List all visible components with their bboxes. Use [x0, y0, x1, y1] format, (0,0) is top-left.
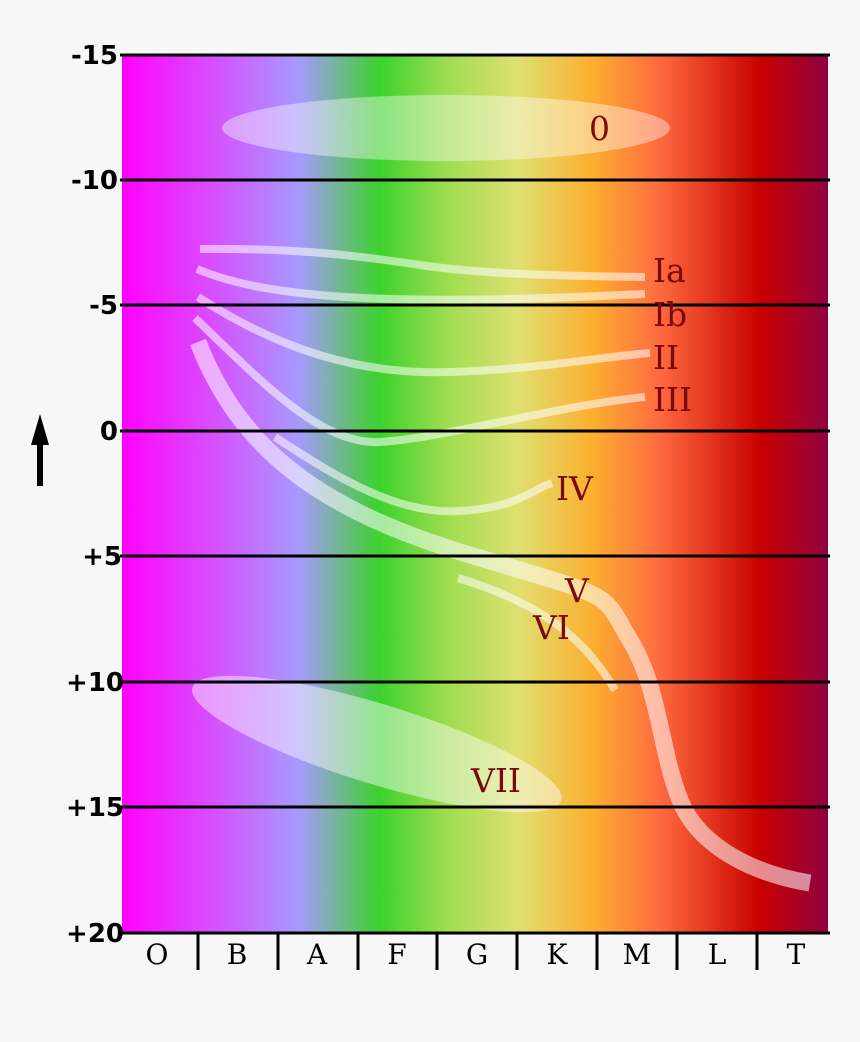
y-tick: +15	[66, 793, 124, 823]
y-tick: -5	[89, 291, 118, 321]
spectral-class-label: F	[387, 938, 406, 971]
x-axis-labels: O B A F G K M L T	[146, 938, 806, 971]
y-tick: -15	[71, 41, 118, 71]
gridlines	[120, 53, 830, 935]
spectrum-background	[122, 55, 828, 933]
curve-ib	[195, 265, 646, 304]
class-label-iv: IV	[556, 469, 594, 508]
spectral-class-label: O	[146, 938, 169, 971]
class-label-0: 0	[589, 109, 610, 148]
spectral-class-label: K	[547, 938, 569, 971]
spectral-class-label: M	[623, 938, 652, 971]
spectral-class-label: G	[466, 938, 488, 971]
spectral-class-label: T	[787, 938, 806, 971]
class-label-ib: Ib	[653, 295, 687, 334]
class-0-region	[222, 95, 670, 161]
curve-ia	[199, 244, 646, 281]
luminosity-class-labels: 0 Ia Ib II III IV V VI VII	[470, 109, 692, 800]
class-label-vi: VI	[532, 608, 570, 647]
curve-v-main-sequence	[190, 338, 812, 892]
class-label-vii: VII	[470, 761, 521, 800]
class-label-ia: Ia	[653, 251, 686, 290]
spectral-class-label: B	[227, 938, 248, 971]
y-tick: +5	[82, 542, 122, 572]
spectral-class-label: A	[306, 938, 328, 971]
curve-ii	[195, 293, 651, 377]
y-tick: 0	[100, 417, 118, 447]
y-tick: +20	[66, 919, 124, 949]
curve-vi	[456, 574, 619, 693]
y-tick: -10	[71, 166, 118, 196]
class-vii-region	[192, 675, 562, 813]
y-tick: +10	[66, 668, 124, 698]
class-label-v: V	[564, 571, 590, 610]
curve-iii	[192, 315, 646, 447]
class-label-iii: III	[653, 380, 692, 419]
spectral-class-label: L	[708, 938, 727, 971]
arrow-up-icon	[31, 414, 49, 486]
x-axis-dividers	[196, 933, 759, 970]
curve-iv	[272, 433, 554, 516]
y-axis-ticks: -15 -10 -5 0 +5 +10 +15 +20	[66, 41, 124, 949]
class-label-ii: II	[653, 338, 679, 377]
